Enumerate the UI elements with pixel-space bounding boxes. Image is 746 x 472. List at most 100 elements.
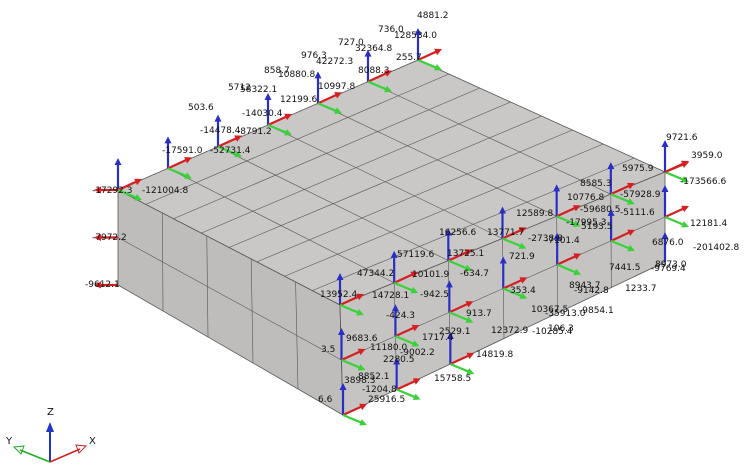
load-label: 12372.9: [491, 326, 528, 336]
mesh-line: [117, 237, 342, 361]
arrow-shaft: [417, 50, 438, 61]
x-axis: [49, 448, 81, 463]
load-label: -10285.4: [532, 327, 573, 337]
arrow-head: [434, 48, 442, 56]
load-label: -2738.8: [528, 234, 563, 244]
load-label: -1204.8: [362, 385, 397, 395]
load-label: -59680.5: [580, 205, 620, 215]
load-label: 58322.1: [240, 85, 277, 95]
load-label: 721.9: [509, 252, 535, 262]
y-axis: [19, 449, 51, 463]
arrow-head: [466, 352, 475, 360]
load-label: 8973.0: [655, 260, 687, 270]
arrow-shaft: [556, 206, 577, 218]
load-label: 5712: [228, 83, 251, 93]
arrow-head: [681, 176, 689, 183]
y-arrow: [12, 445, 25, 455]
arrow-head: [357, 364, 366, 371]
arrow-head: [214, 114, 222, 122]
arrow-head: [359, 419, 367, 426]
arrow-head: [519, 292, 528, 300]
arrow-shaft: [267, 115, 288, 126]
load-label: -7972.2: [92, 233, 127, 243]
load-label: 858.7: [264, 66, 290, 76]
arrow-shaft: [267, 123, 288, 135]
y-label: Y: [5, 436, 13, 447]
load-label: 3959.0: [691, 151, 723, 161]
arrow-head: [356, 309, 364, 316]
arrow-head: [393, 357, 401, 365]
load-label: 2280.5: [383, 355, 415, 365]
mesh: [117, 73, 666, 390]
arrow-head: [338, 328, 345, 335]
load-label: -942.5: [420, 290, 449, 300]
load-label: 106.3: [548, 324, 574, 334]
load-label: 32364.8: [355, 44, 392, 54]
arrow-head: [410, 286, 419, 294]
arrow-shaft: [502, 278, 524, 290]
arrow-head: [94, 186, 101, 194]
arrow-head: [234, 135, 242, 142]
load-label: 12589.8: [516, 209, 553, 219]
arrow-shaft: [556, 254, 578, 266]
arrow-head: [411, 340, 420, 347]
arrow-head: [334, 107, 342, 114]
load-label: -57928.9: [620, 190, 661, 200]
x-arrow: [75, 444, 88, 454]
arrow-head: [572, 205, 581, 212]
arrow-head: [553, 184, 561, 192]
arrow-head: [465, 301, 474, 308]
load-label: -8791.2: [237, 127, 272, 137]
arrow-head: [464, 249, 473, 256]
arrow-head: [681, 161, 689, 168]
load-label: -5111.6: [620, 208, 655, 218]
load-label: 913.7: [466, 309, 492, 319]
arrow-shaft: [502, 228, 523, 240]
load-label: 8585.3: [580, 179, 612, 189]
arrow-head: [607, 208, 615, 216]
arrow-shaft: [417, 58, 438, 70]
load-label: 47344.2: [357, 269, 394, 279]
load-label: -17292.3: [92, 186, 132, 196]
arrow-shaft: [394, 326, 416, 338]
arrow-head: [412, 393, 421, 401]
arrow-shaft: [167, 158, 188, 170]
load-label: 8088.3: [358, 66, 390, 76]
arrow-head: [411, 324, 420, 332]
load-label: -634.7: [460, 269, 489, 279]
load-label: -17995.3: [566, 218, 606, 228]
arrow-shaft: [317, 102, 338, 113]
arrow-head: [94, 234, 101, 241]
arrow-shaft: [317, 93, 338, 105]
arrow-shaft: [449, 354, 471, 365]
load-label: 976.3: [301, 51, 327, 61]
load-label: -201402.8: [693, 243, 739, 253]
load-label: 5193.5: [581, 222, 613, 232]
load-label: 12199.6: [280, 95, 317, 105]
arrow-shaft: [449, 362, 471, 374]
mesh-line: [173, 87, 480, 220]
arrow-head: [465, 316, 474, 323]
mesh-line: [201, 101, 511, 234]
load-label: 8943.7: [569, 281, 601, 291]
load-label: 14728.1: [372, 291, 409, 301]
arrow-shaft: [341, 358, 362, 370]
arrow-head: [356, 293, 364, 301]
load-label: -9612.1: [85, 280, 120, 290]
load-label: 13771.7: [487, 228, 524, 238]
load-label: 14819.8: [476, 350, 513, 360]
load-label: 42272.3: [316, 57, 353, 67]
load-label: -35913.0: [545, 309, 586, 319]
arrow-head: [434, 64, 442, 71]
arrow-head: [518, 242, 527, 250]
arrow-shaft: [217, 136, 238, 148]
arrow-head: [391, 304, 399, 312]
load-label: 25916.5: [368, 395, 405, 405]
load-label: 9683.6: [346, 334, 378, 344]
arrow-head: [284, 129, 292, 136]
load-label: -173566.6: [680, 177, 726, 187]
arrow-shaft: [448, 311, 470, 322]
z-label: Z: [47, 407, 54, 418]
arrow-shaft: [339, 303, 360, 315]
arrow-shaft: [117, 188, 138, 200]
